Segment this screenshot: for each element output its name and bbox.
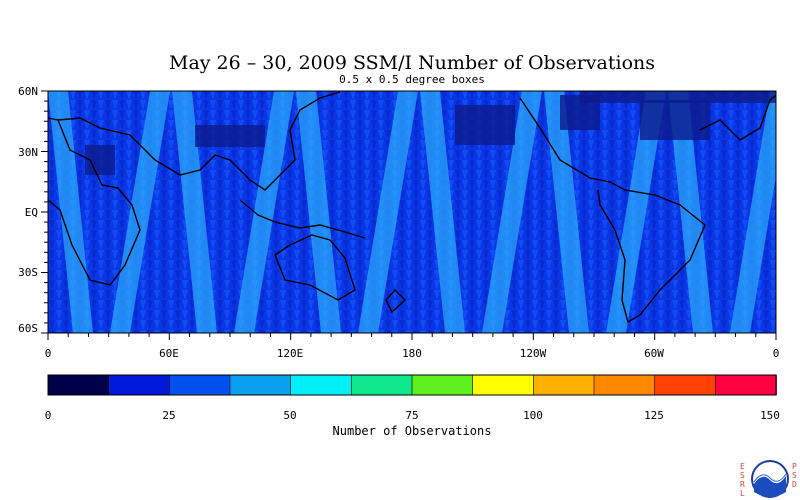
lat-label-30s: 30S — [18, 266, 38, 279]
colorbar-segment — [411, 374, 474, 396]
lat-label-eq: EQ — [24, 206, 38, 219]
orbit-swath — [358, 91, 418, 333]
orbit-swath — [420, 91, 465, 333]
colorbar-segment — [472, 374, 535, 396]
orbit-swath — [172, 91, 217, 333]
lon-label-0-right: 0 — [772, 347, 780, 360]
map-subtitle: 0.5 x 0.5 degree boxes — [339, 73, 485, 86]
colorbar-segment — [593, 374, 656, 396]
colorbar-segment — [108, 374, 171, 396]
colorbar-segment — [351, 374, 413, 396]
colorbar-segment — [533, 374, 595, 396]
orbit-swath — [48, 91, 93, 333]
colorbar-tick-0: 0 — [44, 409, 52, 422]
lat-label-60s: 60S — [18, 322, 38, 335]
orbit-swath — [668, 91, 713, 333]
colorbar-tick-50: 50 — [283, 409, 297, 422]
orbit-swath — [110, 91, 170, 333]
lon-label-0: 0 — [44, 347, 52, 360]
coastlines — [48, 91, 776, 324]
colorbar-segment — [290, 374, 353, 396]
lat-label-60n: 60N — [18, 85, 38, 98]
lon-label-120e: 120E — [276, 347, 304, 360]
low-observation-zone — [580, 91, 776, 103]
colorbar-segment — [654, 374, 717, 396]
colorbar-segment — [47, 374, 110, 396]
orbit-swath — [606, 91, 666, 333]
orbit-swath — [792, 91, 800, 333]
low-observation-zone — [195, 125, 265, 147]
orbit-swath — [234, 91, 294, 333]
orbit-swath — [296, 91, 341, 333]
colorbar-tick-125: 125 — [644, 409, 664, 422]
colorbar-tick-25: 25 — [162, 409, 176, 422]
observation-field — [48, 91, 800, 333]
colorbar-segment — [715, 374, 777, 396]
colorbar-tick-150: 150 — [760, 409, 780, 422]
orbit-swath — [482, 91, 542, 333]
noaa-logo-icon — [751, 460, 789, 498]
lon-label-120w: 120W — [519, 347, 547, 360]
colorbar-tick-75: 75 — [405, 409, 419, 422]
low-observation-zone — [640, 100, 710, 140]
orbit-swath — [730, 91, 776, 333]
colorbar-tick-100: 100 — [523, 409, 543, 422]
lon-label-60e: 60E — [159, 347, 179, 360]
lon-label-60w: 60W — [644, 347, 664, 360]
colorbar-segment — [229, 374, 292, 396]
map-title: May 26 – 30, 2009 SSM/I Number of Observ… — [169, 52, 655, 74]
lat-label-30n: 30N — [18, 146, 38, 159]
low-observation-zone — [455, 105, 515, 145]
colorbar — [47, 374, 777, 396]
lon-label-180: 180 — [402, 347, 422, 360]
colorbar-label: Number of Observations — [332, 424, 492, 438]
colorbar-segment — [169, 374, 231, 396]
